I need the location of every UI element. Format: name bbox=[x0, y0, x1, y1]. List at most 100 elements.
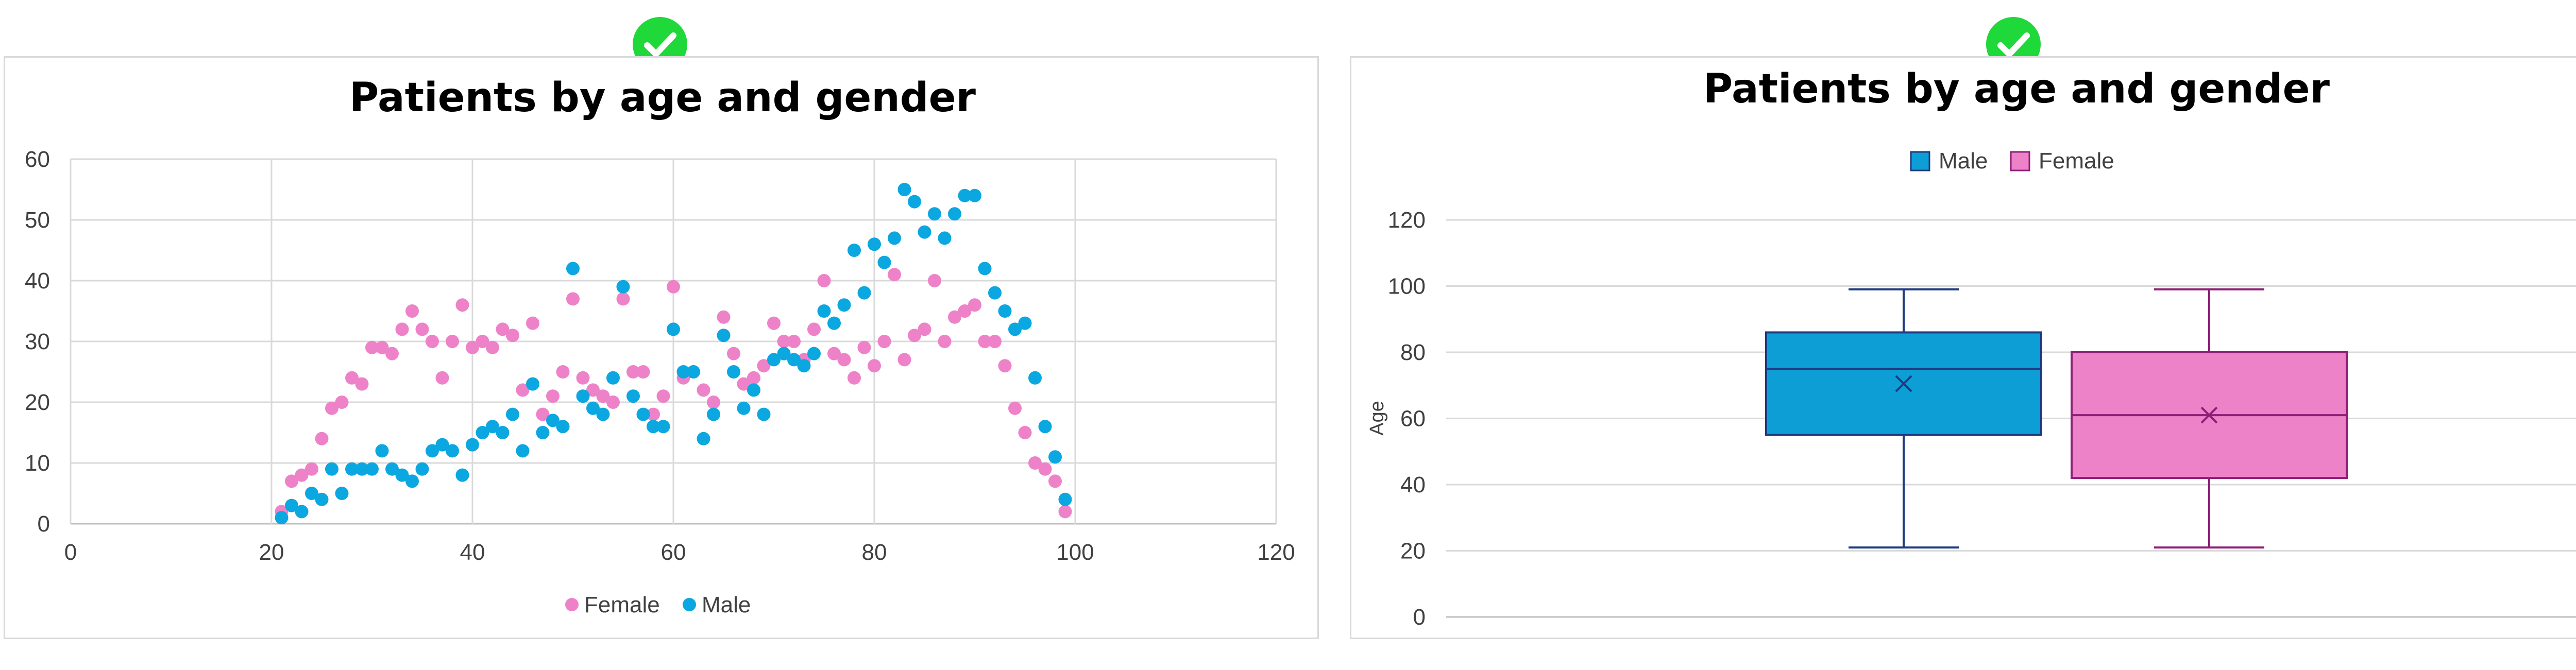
scatter-point-female bbox=[857, 340, 871, 354]
scatter-point-male bbox=[446, 444, 459, 458]
scatter-x-tick-label: 40 bbox=[460, 540, 485, 565]
scatter-point-male bbox=[647, 420, 660, 434]
scatter-point-female bbox=[656, 389, 670, 403]
scatter-point-female bbox=[596, 389, 610, 403]
scatter-legend: Female Male bbox=[565, 592, 751, 617]
scatter-point-female bbox=[747, 371, 760, 385]
scatter-point-male bbox=[877, 255, 891, 269]
scatter-point-female bbox=[636, 365, 650, 379]
scatter-point-male bbox=[676, 365, 690, 379]
scatter-point-female bbox=[837, 353, 851, 367]
scatter-point-female bbox=[807, 322, 821, 336]
scatter-point-male bbox=[1038, 420, 1052, 434]
scatter-point-male bbox=[797, 359, 811, 373]
scatter-point-male bbox=[978, 262, 992, 276]
scatter-point-female bbox=[576, 371, 590, 385]
scatter-point-male bbox=[426, 444, 439, 458]
scatter-point-male bbox=[385, 462, 399, 476]
scatter-point-male bbox=[908, 195, 921, 209]
scatter-point-female bbox=[1038, 462, 1052, 476]
scatter-point-male bbox=[476, 426, 489, 439]
scatter-point-female bbox=[606, 396, 620, 409]
boxplot-y-axis-label: Age bbox=[1366, 401, 1388, 436]
scatter-point-female bbox=[848, 371, 861, 385]
scatter-point-male bbox=[546, 414, 560, 427]
scatter-point-male bbox=[1028, 371, 1042, 385]
scatter-x-tick-label: 100 bbox=[1056, 540, 1094, 565]
scatter-point-female bbox=[586, 383, 600, 397]
scatter-point-female bbox=[426, 335, 439, 348]
boxplot-mean-marker-female bbox=[2200, 406, 2218, 424]
scatter-point-male bbox=[295, 505, 309, 519]
scatter-point-male bbox=[757, 407, 771, 421]
scatter-x-tick-label: 60 bbox=[661, 540, 686, 565]
scatter-point-female bbox=[928, 274, 941, 287]
scatter-point-female bbox=[888, 268, 901, 282]
boxplot-y-tick-label: 20 bbox=[1400, 539, 1426, 564]
scatter-point-male bbox=[1018, 316, 1032, 330]
scatter-point-female bbox=[938, 335, 952, 348]
legend-label-female: Female bbox=[2039, 148, 2114, 174]
legend-marker-female bbox=[565, 598, 579, 611]
scatter-point-female bbox=[877, 335, 891, 348]
scatter-point-male bbox=[888, 231, 901, 245]
legend-label-male: Male bbox=[702, 592, 751, 617]
scatter-point-male bbox=[687, 365, 700, 379]
scatter-point-female bbox=[315, 432, 329, 445]
scatter-y-tick-label: 0 bbox=[38, 511, 50, 537]
scatter-point-male bbox=[918, 225, 931, 239]
mean-marker-stroke bbox=[2200, 406, 2218, 424]
scatter-point-male bbox=[415, 462, 429, 476]
scatter-point-male bbox=[365, 462, 379, 476]
scatter-point-male bbox=[395, 468, 409, 482]
scatter-point-male bbox=[948, 207, 961, 221]
scatter-point-female bbox=[435, 371, 449, 385]
boxplot-y-tick-label: 120 bbox=[1388, 208, 1426, 233]
scatter-point-female bbox=[1018, 426, 1032, 439]
scatter-point-male bbox=[777, 347, 791, 360]
scatter-point-male bbox=[626, 389, 640, 403]
scatter-chart-panel: Patients by age and gender 0 10 20 30 40 50 60… bbox=[4, 56, 1319, 639]
scatter-point-male bbox=[817, 304, 831, 318]
scatter-point-female bbox=[1008, 401, 1022, 415]
scatter-point-male bbox=[285, 499, 298, 512]
scatter-point-male bbox=[596, 407, 610, 421]
scatter-point-male bbox=[928, 207, 941, 221]
scatter-point-female bbox=[526, 316, 539, 330]
scatter-y-tick-label: 10 bbox=[25, 451, 50, 476]
scatter-point-female bbox=[566, 292, 580, 306]
scatter-point-male bbox=[435, 438, 449, 452]
scatter-point-female bbox=[897, 353, 911, 367]
scatter-point-male bbox=[857, 286, 871, 300]
scatter-point-female bbox=[446, 335, 459, 348]
scatter-point-female bbox=[486, 340, 499, 354]
scatter-point-male bbox=[345, 462, 359, 476]
scatter-point-male bbox=[616, 280, 630, 294]
scatter-point-female bbox=[335, 396, 349, 409]
scatter-point-male bbox=[1048, 450, 1062, 464]
boxplot-y-tick-label: 100 bbox=[1388, 274, 1426, 299]
scatter-chart-title: Patients by age and gender bbox=[349, 75, 976, 121]
scatter-point-male bbox=[405, 474, 419, 488]
scatter-point-female bbox=[496, 322, 510, 336]
scatter-point-female bbox=[707, 396, 720, 409]
scatter-point-male bbox=[717, 329, 731, 342]
scatter-point-male bbox=[697, 432, 710, 445]
scatter-point-male bbox=[335, 487, 349, 500]
scatter-point-female bbox=[295, 468, 309, 482]
boxplot-chart-panel: Patients by age and gender Male Female Ag… bbox=[1350, 56, 2576, 639]
scatter-point-female bbox=[325, 401, 338, 415]
scatter-point-female bbox=[506, 329, 519, 342]
scatter-point-male bbox=[727, 365, 740, 379]
scatter-point-male bbox=[375, 444, 389, 458]
scatter-point-male bbox=[606, 371, 620, 385]
scatter-y-tick-label: 30 bbox=[25, 329, 50, 354]
scatter-point-male bbox=[556, 420, 570, 434]
scatter-y-tick-label: 20 bbox=[25, 390, 50, 415]
scatter-x-tick-label: 0 bbox=[64, 540, 77, 565]
scatter-y-tick-label: 60 bbox=[25, 147, 50, 172]
scatter-point-female bbox=[647, 407, 660, 421]
scatter-point-female bbox=[968, 298, 981, 312]
scatter-point-male bbox=[968, 188, 981, 202]
scatter-point-female bbox=[958, 304, 972, 318]
